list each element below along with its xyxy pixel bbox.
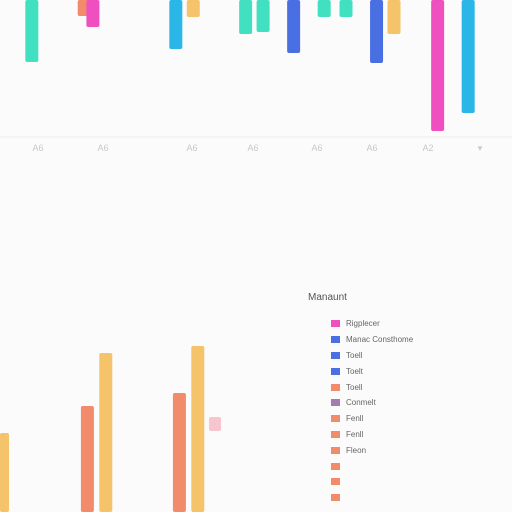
ghost-marker	[209, 417, 221, 431]
legend-item: Rigplecer	[308, 316, 508, 332]
top-bar-0-3	[317, 0, 331, 17]
x-tick-label: A6	[97, 143, 108, 153]
bottom-bar-0-0	[0, 433, 9, 512]
top-bar-4-1	[387, 0, 401, 34]
legend-label: Toelt	[346, 366, 363, 376]
top-bar-0-4	[339, 0, 353, 17]
x-tick-label: A6	[32, 143, 43, 153]
legend-item	[308, 474, 508, 490]
x-tick-label: A6	[247, 143, 258, 153]
legend-swatch	[331, 320, 340, 328]
legend-item: Conmelt	[308, 395, 508, 411]
legend-label: Fleon	[346, 445, 367, 455]
legend-label: Conmelt	[346, 398, 376, 408]
top-bar-5-1	[370, 0, 384, 63]
bottom-bar-1-0	[80, 406, 94, 512]
legend-swatch	[331, 351, 340, 359]
top-bar-4-0	[186, 0, 200, 17]
top-bar-0-2	[256, 0, 270, 32]
top-bar-3-0	[169, 0, 183, 49]
legend-item: Manac Consthome	[308, 332, 508, 348]
bottom-bar-chart	[0, 346, 221, 512]
top-bar-2-0	[86, 0, 100, 27]
top-bar-3-1	[461, 0, 475, 113]
legend-swatch	[331, 494, 340, 502]
chart-legend: Manaunt Rigplecer Manac Consthome Toell Toe…	[308, 292, 508, 506]
top-bar-0-1	[239, 0, 253, 34]
legend-item	[308, 490, 508, 506]
legend-label: Manac Consthome	[346, 335, 414, 345]
top-bar-2-1	[431, 0, 445, 131]
legend-swatch	[331, 430, 340, 438]
top-bar-chart: A6 A6 A6 A6 A6 A6 A2 ▾	[0, 0, 512, 153]
legend-swatch	[331, 367, 340, 375]
x-tick-label: A2	[422, 143, 433, 153]
legend-item: Fenll	[308, 411, 508, 427]
bottom-bar-1-1	[172, 393, 186, 512]
legend-title: Manaunt	[308, 292, 347, 303]
legend-label: Toell	[346, 350, 363, 360]
legend-swatch	[331, 383, 340, 391]
x-tick-label: ▾	[478, 143, 483, 153]
legend-swatch	[331, 478, 340, 486]
legend-item: Fenll	[308, 427, 508, 443]
legend-item: Fleon	[308, 442, 508, 458]
x-tick-label: A6	[311, 143, 322, 153]
bottom-bar-0-1	[99, 353, 113, 512]
legend-item: Toelt	[308, 363, 508, 379]
legend-swatch	[331, 415, 340, 423]
legend-swatch	[331, 446, 340, 454]
legend-label: Fenll	[346, 414, 364, 424]
legend-label: Toell	[346, 382, 363, 392]
legend-swatch	[331, 462, 340, 470]
legend-label: Rigplecer	[346, 319, 380, 329]
legend-item: Toell	[308, 379, 508, 395]
legend-swatch	[331, 399, 340, 407]
legend-item	[308, 458, 508, 474]
legend-item: Toell	[308, 348, 508, 364]
x-tick-label: A6	[186, 143, 197, 153]
top-bar-0-0	[25, 0, 39, 62]
bottom-bar-0-2	[191, 346, 205, 512]
x-tick-label: A6	[366, 143, 377, 153]
legend-label: Fenll	[346, 429, 364, 439]
legend-swatch	[331, 336, 340, 344]
top-bar-5-0	[287, 0, 301, 53]
